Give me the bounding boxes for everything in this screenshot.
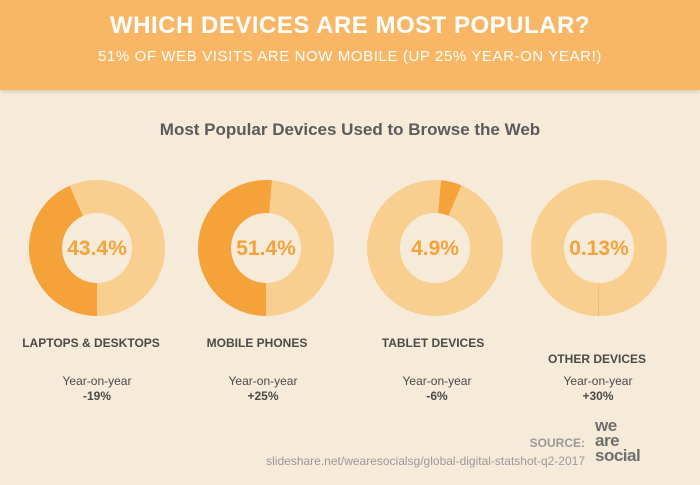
yoy-value-other: +30%	[582, 389, 614, 403]
donut-slice-tablet-devices	[438, 180, 462, 216]
yoy-value-laptops: -19%	[82, 389, 111, 403]
donut-ring-tablet-devices	[367, 180, 503, 316]
category-label-tablet: TABLET DEVICES	[381, 336, 485, 350]
brand-logo: we are social	[595, 416, 641, 465]
page-subtitle: 51% OF WEB VISITS ARE NOW MOBILE (UP 25%…	[98, 48, 602, 65]
donut-slice-laptops-and-desktops	[28, 185, 97, 316]
yoy-label-other: Year-on-year	[563, 374, 633, 388]
logo-line: are	[595, 431, 620, 450]
source-link[interactable]: slideshare.net/wearesocialsg/global-digi…	[266, 454, 585, 468]
donut-slice-mobile-phones	[198, 180, 272, 316]
logo-line: social	[595, 446, 641, 465]
percent-label-other-devices: 0.13%	[569, 237, 629, 260]
percent-label-laptops-and-desktops: 43.4%	[67, 237, 127, 260]
chart-title: Most Popular Devices Used to Browse the …	[159, 120, 541, 139]
page-title: WHICH DEVICES ARE MOST POPULAR?	[110, 12, 590, 39]
donut-slice-other-devices	[598, 282, 599, 316]
logo-line: we	[595, 416, 617, 435]
yoy-label-tablet: Year-on-year	[402, 374, 472, 388]
category-label-laptops: LAPTOPS & DESKTOPS	[22, 336, 160, 350]
header-banner: WHICH DEVICES ARE MOST POPULAR? 51% OF W…	[0, 0, 700, 90]
source-label: SOURCE:	[529, 436, 585, 450]
yoy-label-laptops: Year-on-year	[62, 374, 132, 388]
yoy-value-tablet: -6%	[426, 389, 448, 403]
category-label-mobile: MOBILE PHONES	[206, 336, 308, 350]
yoy-label-mobile: Year-on-year	[228, 374, 298, 388]
category-label-other: OTHER DEVICES	[547, 352, 646, 366]
yoy-value-mobile: +25%	[247, 389, 279, 403]
percent-label-tablet-devices: 4.9%	[411, 237, 459, 260]
percent-label-mobile-phones: 51.4%	[236, 237, 296, 260]
